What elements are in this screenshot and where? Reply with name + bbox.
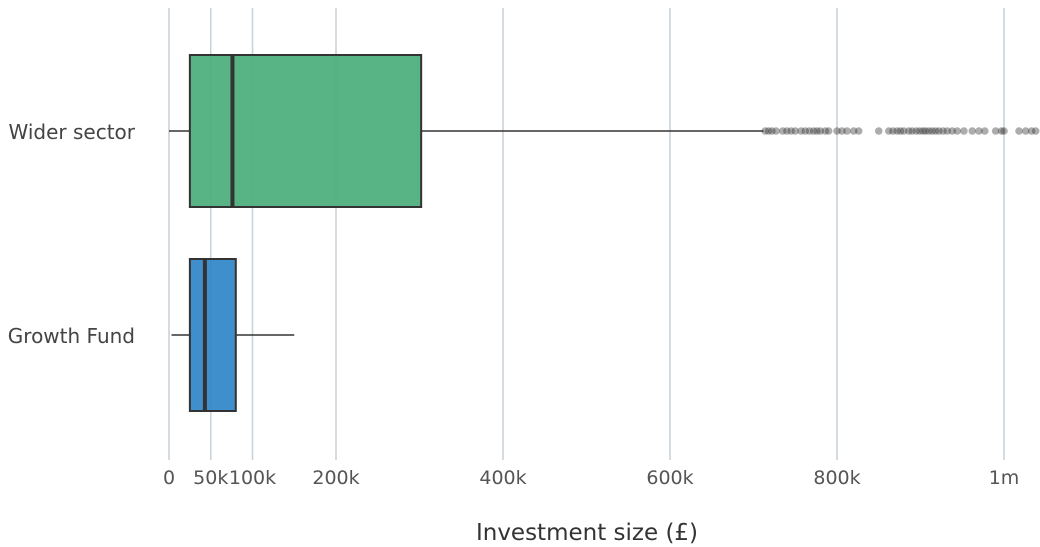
outlier-point [778, 127, 787, 135]
outlier-point [843, 127, 851, 135]
outlier-point [884, 127, 893, 135]
x-tick-label: 100k [229, 467, 276, 489]
outlier-point [1031, 127, 1040, 135]
outlier-point [915, 127, 924, 135]
outlier-point [809, 127, 818, 135]
outlier-point [813, 127, 821, 135]
outlier-point [1000, 127, 1008, 135]
outlier-point [953, 127, 962, 135]
outlier-point [1021, 127, 1030, 135]
category-labels: Wider sector Growth Fund [8, 120, 136, 348]
outlier-point [772, 127, 780, 135]
outlier-point [1015, 127, 1023, 135]
outlier-point [912, 127, 921, 135]
outlier-point [948, 127, 957, 135]
outlier-point [783, 127, 791, 135]
x-tick-label: 200k [312, 467, 359, 489]
outlier-point [991, 127, 1000, 135]
x-axis-ticks: 0 50k 100k 200k 400k 600k 800k 1m [163, 467, 1019, 489]
outlier-point [908, 127, 916, 135]
outlier-point [925, 127, 933, 135]
outlier-point [787, 127, 795, 135]
outlier-point [805, 127, 814, 135]
x-tick-label: 800k [813, 467, 860, 489]
outlier-point [939, 127, 947, 135]
outlier-point [905, 127, 913, 135]
outlier-point [896, 127, 905, 135]
x-tick-label: 50k [193, 467, 228, 489]
category-label: Wider sector [9, 120, 136, 144]
outlier-point [900, 127, 908, 135]
outlier-point [821, 127, 830, 135]
outlier-point [928, 127, 936, 135]
x-tick-label: 600k [646, 467, 693, 489]
outlier-point [791, 127, 800, 135]
outlier-point [919, 127, 927, 135]
outlier-point [849, 127, 858, 135]
outlier-point [764, 127, 773, 135]
outlier-point [893, 127, 901, 135]
x-tick-label: 400k [479, 467, 526, 489]
outlier-point [931, 127, 940, 135]
outlier-point [838, 127, 846, 135]
outlier-point [943, 127, 952, 135]
outlier-point [824, 127, 833, 135]
outlier-point [960, 127, 968, 135]
x-tick-label: 1m [989, 467, 1020, 489]
iqr-box [188, 54, 423, 208]
outlier-point [816, 127, 825, 135]
category-label: Growth Fund [8, 324, 135, 348]
outlier-point [889, 127, 897, 135]
outlier-point [768, 127, 776, 135]
outlier-point [801, 127, 810, 135]
iqr-box [188, 258, 237, 412]
outlier-point [968, 127, 977, 135]
outlier-point [980, 127, 989, 135]
outlier-point [833, 127, 841, 135]
x-tick-label: 0 [163, 467, 175, 489]
outlier-point [935, 127, 943, 135]
outlier-point [1027, 127, 1036, 135]
outlier-point [921, 127, 930, 135]
x-axis-title: Investment size (£) [476, 520, 698, 546]
outlier-point [797, 127, 805, 135]
box-series [169, 54, 1040, 208]
box-series [171, 258, 295, 412]
outlier-point [997, 127, 1006, 135]
outlier-point [761, 127, 769, 135]
outlier-point [854, 127, 863, 135]
outlier-point [975, 127, 983, 135]
outlier-point [874, 127, 883, 135]
plot-area [169, 54, 1040, 412]
